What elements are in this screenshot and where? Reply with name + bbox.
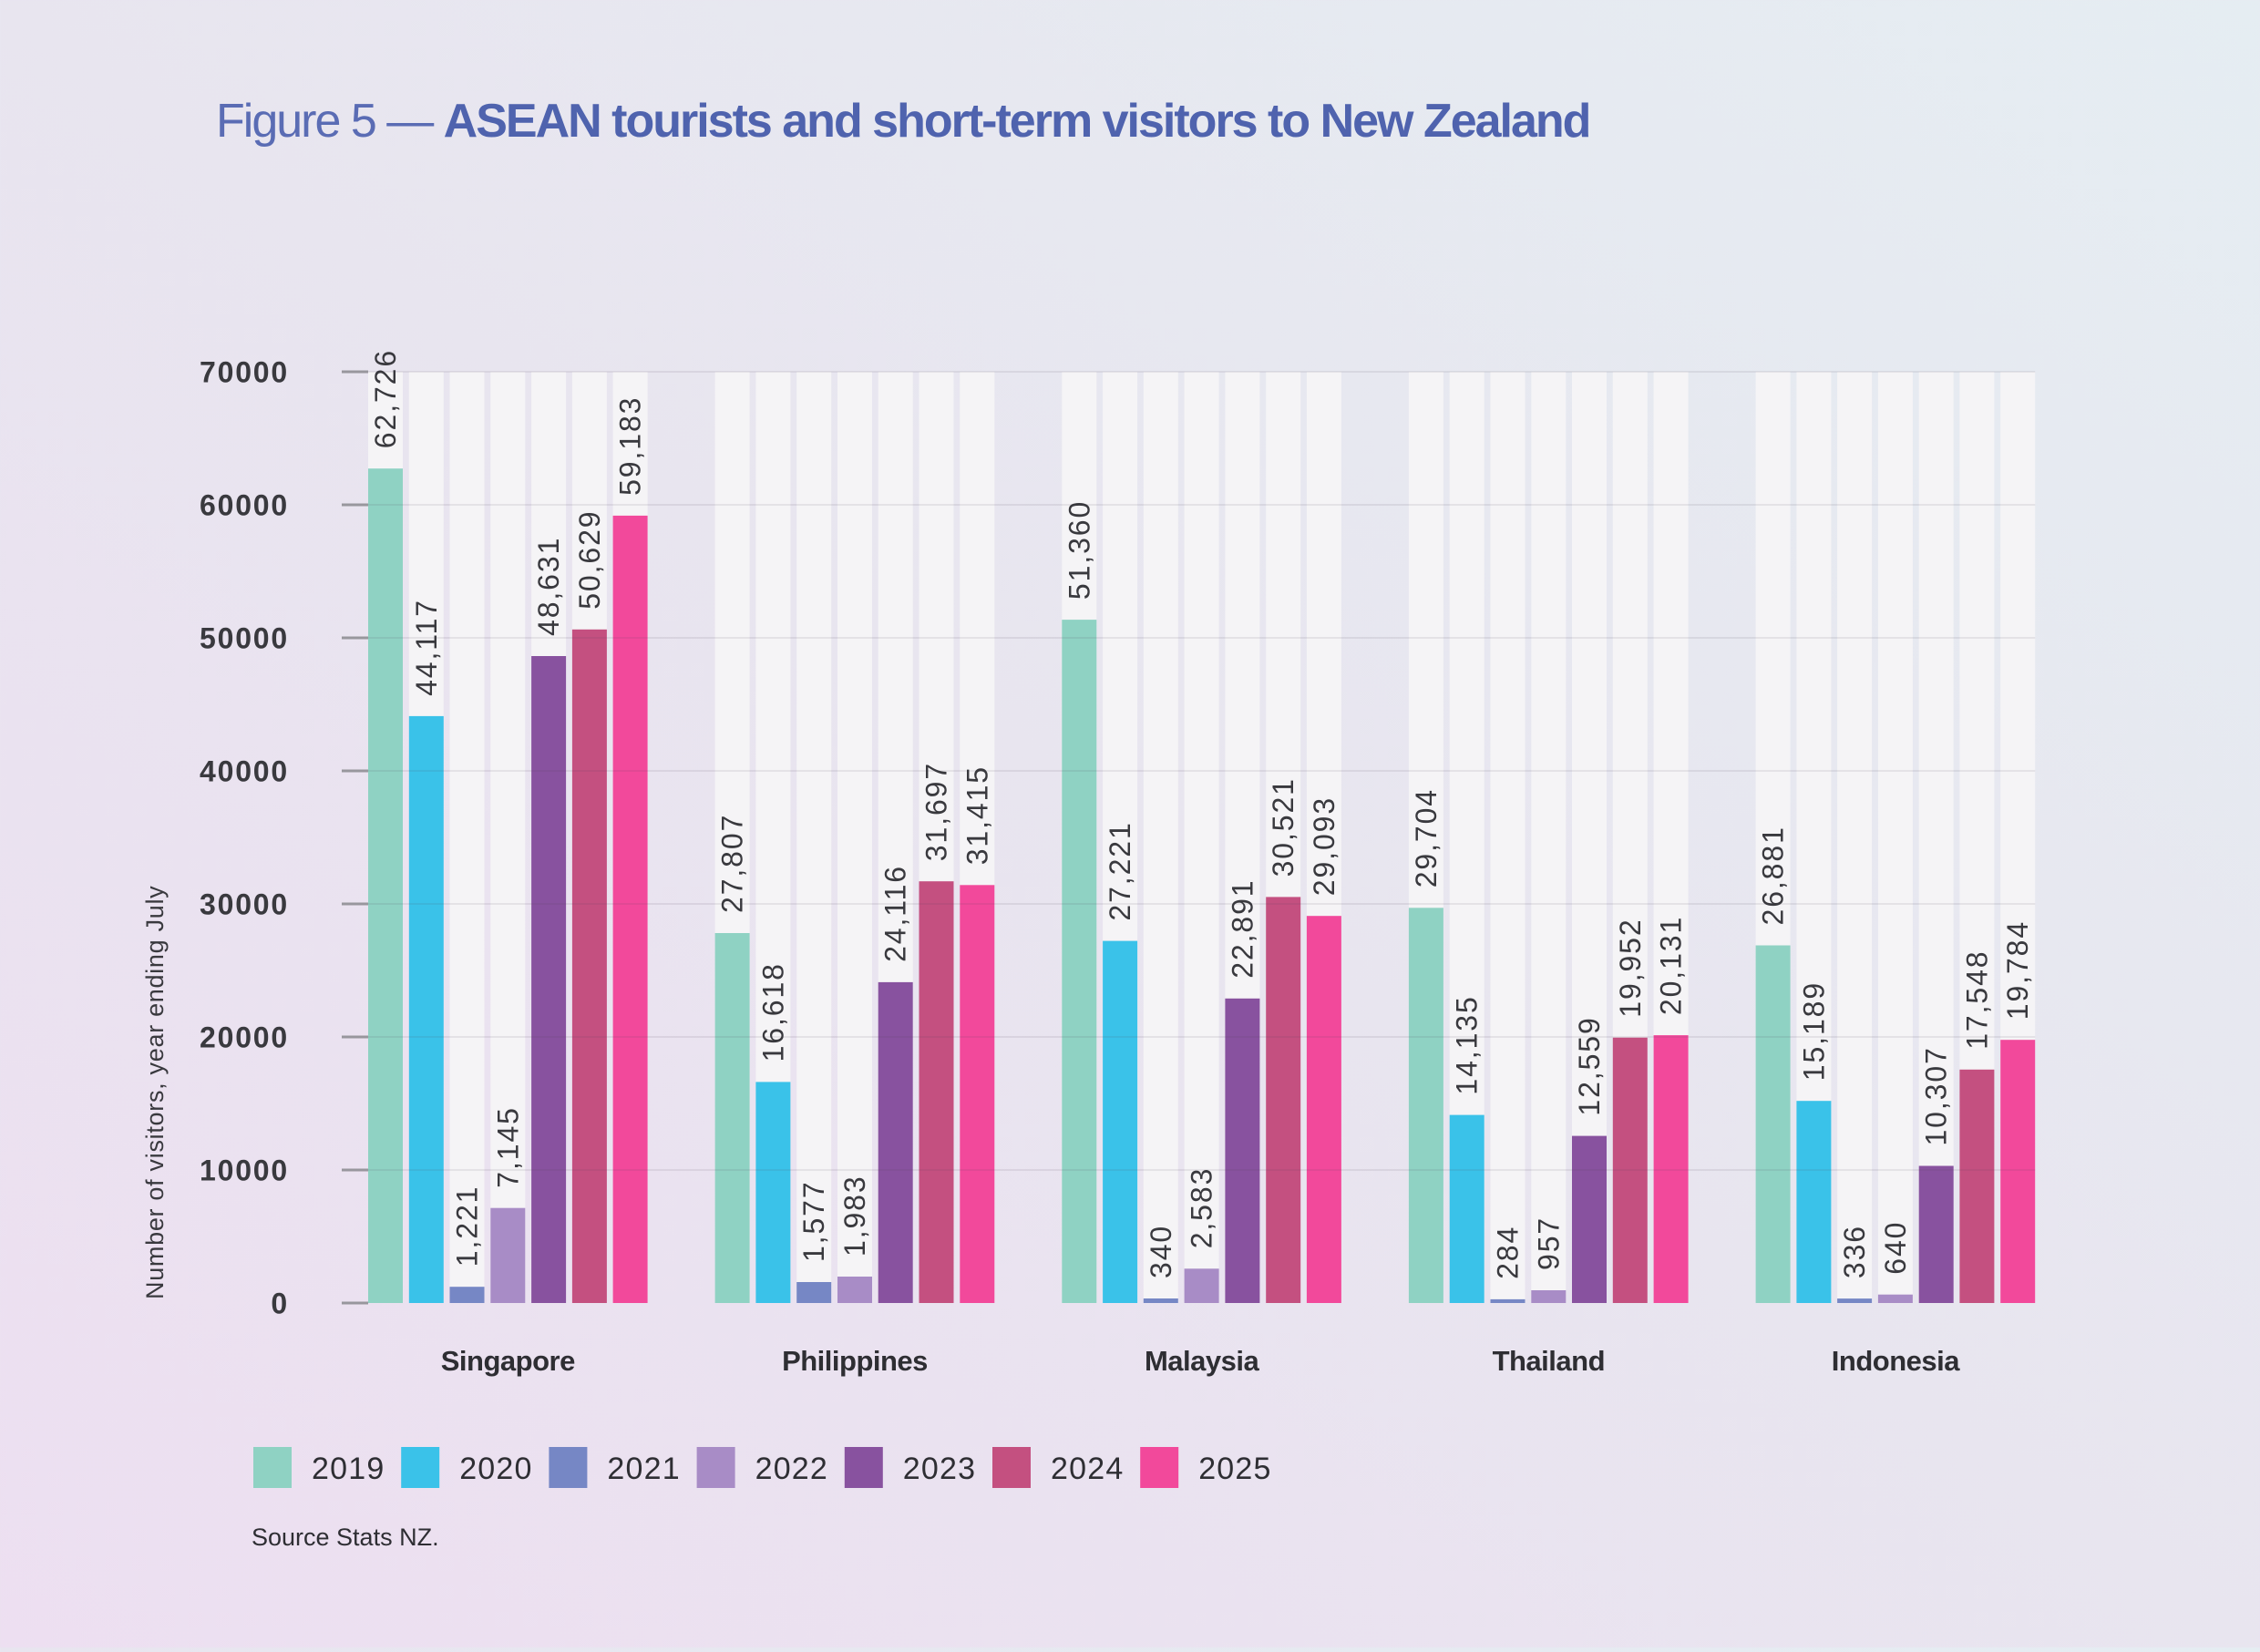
svg-text:2019: 2019 [312, 1452, 385, 1486]
svg-text:20,131: 20,131 [1655, 916, 1688, 1015]
svg-text:31,415: 31,415 [960, 765, 993, 865]
svg-text:1,221: 1,221 [451, 1185, 484, 1267]
svg-text:50,629: 50,629 [573, 510, 606, 610]
svg-text:340: 340 [1145, 1225, 1177, 1278]
svg-text:44,117: 44,117 [410, 599, 443, 696]
svg-text:17,548: 17,548 [1960, 950, 1993, 1050]
svg-text:20000: 20000 [200, 1021, 289, 1054]
svg-text:27,807: 27,807 [716, 814, 749, 913]
svg-text:2024: 2024 [1051, 1452, 1124, 1486]
svg-text:16,618: 16,618 [756, 962, 789, 1062]
svg-text:Number of visitors, year endin: Number of visitors, year ending July [141, 886, 169, 1299]
svg-text:30,521: 30,521 [1267, 777, 1300, 877]
svg-text:15,189: 15,189 [1797, 981, 1830, 1081]
svg-text:14,135: 14,135 [1451, 995, 1484, 1094]
svg-text:70000: 70000 [200, 356, 289, 389]
svg-text:19,952: 19,952 [1614, 918, 1647, 1017]
svg-text:Source Stats NZ.: Source Stats NZ. [252, 1524, 439, 1551]
svg-text:0: 0 [271, 1288, 289, 1320]
svg-text:31,697: 31,697 [920, 762, 953, 861]
svg-text:19,784: 19,784 [2001, 920, 2034, 1020]
svg-text:12,559: 12,559 [1573, 1016, 1606, 1115]
svg-text:Indonesia: Indonesia [1832, 1345, 1960, 1377]
svg-text:30000: 30000 [200, 888, 289, 921]
svg-text:640: 640 [1879, 1221, 1912, 1275]
svg-text:40000: 40000 [200, 755, 289, 788]
svg-text:10,307: 10,307 [1920, 1046, 1953, 1145]
svg-text:284: 284 [1492, 1226, 1525, 1279]
svg-text:22,891: 22,891 [1226, 879, 1258, 979]
svg-text:59,183: 59,183 [614, 396, 647, 496]
svg-text:26,881: 26,881 [1757, 826, 1790, 925]
svg-text:27,221: 27,221 [1104, 821, 1136, 920]
svg-text:Figure 5 — ASEAN tourists and: Figure 5 — ASEAN tourists and short-term… [216, 95, 1589, 148]
svg-text:50000: 50000 [200, 622, 289, 655]
svg-text:48,631: 48,631 [532, 537, 565, 636]
svg-text:24,116: 24,116 [879, 865, 912, 962]
svg-text:62,726: 62,726 [369, 349, 402, 448]
svg-text:Singapore: Singapore [441, 1345, 575, 1377]
svg-text:10000: 10000 [200, 1154, 289, 1187]
svg-text:Thailand: Thailand [1493, 1345, 1605, 1377]
svg-text:336: 336 [1838, 1225, 1871, 1278]
svg-text:29,093: 29,093 [1308, 796, 1341, 896]
svg-text:2020: 2020 [459, 1452, 532, 1486]
svg-text:2023: 2023 [903, 1452, 976, 1486]
svg-text:51,360: 51,360 [1063, 500, 1095, 600]
svg-text:2025: 2025 [1198, 1452, 1271, 1486]
svg-text:Malaysia: Malaysia [1145, 1345, 1260, 1377]
svg-text:2021: 2021 [607, 1452, 680, 1486]
svg-text:2022: 2022 [755, 1452, 828, 1486]
svg-text:7,145: 7,145 [491, 1106, 524, 1188]
svg-text:957: 957 [1532, 1216, 1565, 1270]
svg-text:2,583: 2,583 [1186, 1167, 1218, 1249]
svg-text:Philippines: Philippines [782, 1345, 928, 1377]
svg-text:29,704: 29,704 [1410, 788, 1443, 888]
svg-text:1,983: 1,983 [838, 1175, 871, 1257]
svg-text:1,577: 1,577 [797, 1180, 830, 1262]
svg-text:60000: 60000 [200, 489, 289, 522]
